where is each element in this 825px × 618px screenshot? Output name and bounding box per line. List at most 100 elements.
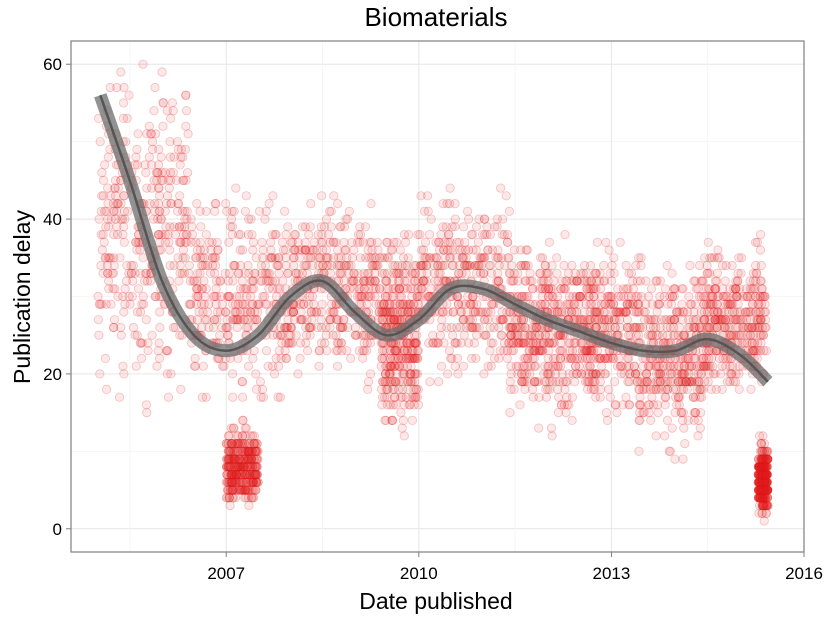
scatter-point [206,245,216,255]
scatter-point [377,353,387,363]
scatter-point [362,268,373,278]
scatter-point [728,291,738,302]
scatter-point [283,338,293,348]
scatter-point [242,315,252,325]
scatter-point [233,462,243,472]
scatter-point [243,454,253,464]
scatter-point [157,168,167,178]
scatter-point [498,214,508,224]
scatter-point [336,260,346,271]
scatter-point [201,206,211,216]
scatter-point [224,446,234,456]
scatter-point [234,469,244,480]
scatter-point [248,462,258,472]
scatter-point [355,253,365,263]
y-axis-label: Publication delay [9,210,35,384]
scatter-point [382,392,392,402]
scatter-point [550,353,560,363]
scatter-point [400,237,411,247]
scatter-point [209,291,219,302]
scatter-point [550,299,560,309]
scatter-point [248,276,258,286]
scatter-point [615,237,625,247]
scatter-point [169,152,179,162]
scatter-point [412,346,423,356]
scatter-point [760,291,770,302]
scatter-point [446,322,457,333]
scatter-point [142,129,152,139]
scatter-point [520,330,530,340]
scatter-point [288,307,298,317]
scatter-point [662,415,673,425]
scatter-point [163,175,173,185]
scatter-point [199,299,209,309]
scatter-point [251,477,261,487]
scatter-point [115,253,125,263]
scatter-point [496,183,506,193]
scatter-point [415,230,425,240]
scatter-point [137,353,147,363]
scatter-point [246,307,256,317]
scatter-point [228,446,238,456]
scatter-point [584,315,595,325]
scatter-point [733,299,743,309]
scatter-point [264,268,275,278]
scatter-point [223,485,233,495]
scatter-point [191,253,201,263]
scatter-point [246,477,256,487]
scatter-point [396,338,406,348]
scatter-point [232,485,242,495]
scatter-point [148,144,158,154]
scatter-point [407,392,417,402]
scatter-point [229,206,239,216]
scatter-point [165,245,175,255]
scatter-point [157,175,167,185]
scatter-point [212,307,223,317]
scatter-point [587,377,597,387]
scatter-point [238,462,248,472]
scatter-point [236,469,246,480]
scatter-point [241,454,251,464]
scatter-point [306,322,316,333]
scatter-point [605,392,615,402]
scatter-point [245,469,255,480]
scatter-point [585,260,596,271]
scatter-point [410,369,420,379]
scatter-point [110,191,121,201]
scatter-point [281,338,291,348]
scatter-point [237,462,247,472]
scatter-point [116,330,126,340]
scatter-point [229,260,239,271]
scatter-point [154,183,164,193]
scatter-point [99,206,110,216]
scatter-point [246,462,256,472]
scatter-point [625,299,635,309]
scatter-point [154,191,165,201]
scatter-point [140,276,150,286]
scatter-point [248,477,259,487]
scatter-point [717,361,727,371]
scatter-point [244,268,254,278]
scatter-point [443,307,453,317]
scatter-point [304,322,314,333]
scatter-point [145,276,156,286]
scatter-point [246,454,256,464]
scatter-point [223,454,233,464]
scatter-point [363,377,374,387]
scatter-point [234,291,244,302]
scatter-point [181,106,192,116]
scatter-point [290,245,300,255]
scatter-point [224,431,234,441]
scatter-point [339,315,349,325]
scatter-point [178,152,188,162]
scatter-point [142,183,152,193]
scatter-point [241,284,251,294]
scatter-point [193,291,203,302]
scatter-point [223,276,233,286]
scatter-point [250,446,260,456]
scatter-point [232,431,242,441]
scatter-point [748,276,759,286]
scatter-point [228,369,238,379]
scatter-point [683,353,694,363]
scatter-point [227,493,238,503]
